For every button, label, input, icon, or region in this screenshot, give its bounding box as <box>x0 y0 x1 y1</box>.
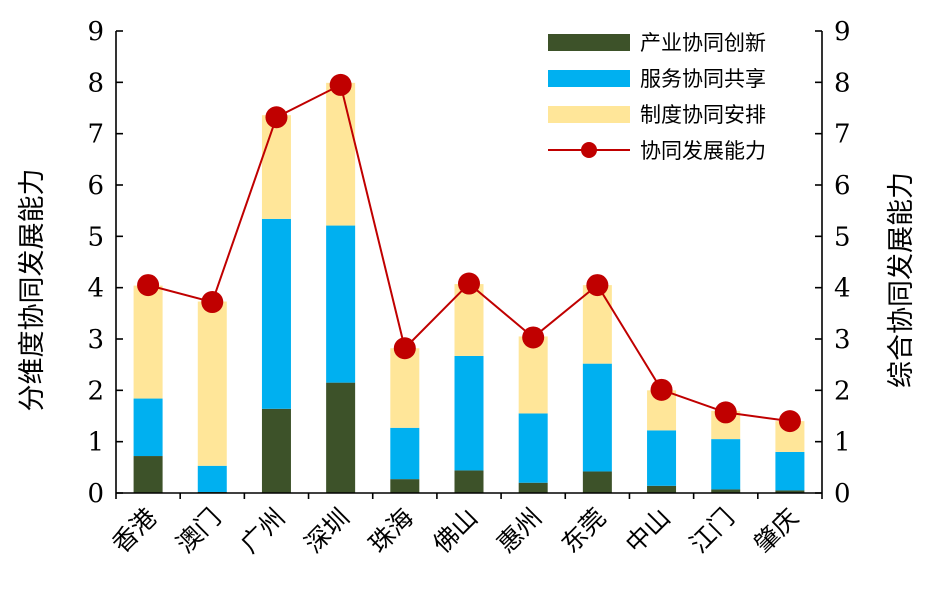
axes-layer <box>115 30 823 499</box>
x-tick-label-1: 香港 <box>106 503 162 559</box>
line-point-2 <box>201 291 224 314</box>
bar-1-11 <box>775 490 805 493</box>
y2-tick-label: 9 <box>834 17 851 47</box>
bar-2-11 <box>775 451 805 491</box>
line-point-10 <box>714 401 737 424</box>
y-tick-label: 6 <box>87 171 104 201</box>
line-point-7 <box>522 326 545 349</box>
bar-3-8 <box>582 285 612 364</box>
y-tick-label: 9 <box>87 17 104 47</box>
bar-2-4 <box>326 225 356 383</box>
y-tick-label: 2 <box>87 376 104 406</box>
x-tick-label-6: 佛山 <box>427 503 483 559</box>
bar-1-9 <box>647 485 677 493</box>
line-point-9 <box>650 378 673 401</box>
legend-label-2: 服务协同共享 <box>640 67 766 91</box>
y-tick-label: 7 <box>87 120 104 150</box>
bar-2-10 <box>711 439 741 490</box>
x-tick-label-7: 惠州 <box>492 503 548 559</box>
bar-2-3 <box>261 218 291 409</box>
bar-2-6 <box>454 355 484 471</box>
y2-tick-label: 7 <box>834 120 851 150</box>
x-tick-label-3: 广州 <box>235 503 291 559</box>
bar-2-5 <box>390 427 420 480</box>
y2-tick-label: 5 <box>834 222 851 252</box>
bar-1-6 <box>454 470 484 493</box>
bar-3-4 <box>326 82 356 226</box>
x-tick-label-8: 东莞 <box>556 503 612 559</box>
x-tick-label-9: 中山 <box>620 503 676 559</box>
legend-swatch-3 <box>548 106 630 123</box>
y2-tick-label: 1 <box>834 428 851 458</box>
bar-3-2 <box>197 301 227 466</box>
y2-tick-label: 8 <box>834 68 851 98</box>
bar-1-4 <box>326 382 356 493</box>
bar-1-7 <box>518 482 548 493</box>
x-tick-label-10: 江门 <box>684 503 740 559</box>
y2-tick-label: 4 <box>834 274 851 304</box>
y-tick-label: 3 <box>87 325 104 355</box>
legend-label-1: 产业协同创新 <box>640 31 766 55</box>
legend-swatch-2 <box>548 70 630 87</box>
y-tick-label: 8 <box>87 68 104 98</box>
y2-axis-label: 综合协同发展能力 <box>886 172 917 388</box>
line-point-11 <box>778 410 801 433</box>
y2-tick-label: 6 <box>834 171 851 201</box>
legend-marker <box>581 142 597 158</box>
line-point-3 <box>265 106 288 129</box>
bar-1-3 <box>261 408 291 493</box>
bar-1-10 <box>711 489 741 493</box>
bar-3-6 <box>454 284 484 356</box>
bar-2-8 <box>582 363 612 472</box>
bar-3-1 <box>133 285 163 399</box>
bar-2-7 <box>518 413 548 483</box>
line-point-8 <box>586 274 609 297</box>
y-tick-label: 1 <box>87 428 104 458</box>
y-axis-label: 分维度协同发展能力 <box>17 169 48 412</box>
x-tick-label-4: 深圳 <box>299 503 355 559</box>
y2-tick-label: 0 <box>834 479 851 509</box>
legend-label-4: 协同发展能力 <box>640 139 766 163</box>
legend-swatch-1 <box>548 34 630 51</box>
y2-tick-label: 3 <box>834 325 851 355</box>
line-layer <box>137 73 801 433</box>
bar-2-1 <box>133 398 163 457</box>
y-tick-label: 0 <box>87 479 104 509</box>
bar-2-9 <box>647 430 677 486</box>
bar-2-2 <box>197 465 227 492</box>
x-tick-label-5: 珠海 <box>363 503 419 559</box>
bar-3-5 <box>390 348 420 428</box>
line-point-1 <box>137 274 160 297</box>
line-point-6 <box>458 272 480 295</box>
line-point-5 <box>393 337 416 360</box>
y-tick-label: 4 <box>87 274 104 304</box>
x-tick-label-11: 肇庆 <box>748 503 804 559</box>
line-point-4 <box>329 73 352 96</box>
bar-3-7 <box>518 336 548 414</box>
legend-label-3: 制度协同安排 <box>640 103 766 127</box>
y2-tick-label: 2 <box>834 376 851 406</box>
x-tick-label-2: 澳门 <box>171 503 227 559</box>
bar-1-5 <box>390 479 420 493</box>
bar-3-3 <box>261 115 291 219</box>
y-tick-label: 5 <box>87 222 104 252</box>
bar-1-1 <box>133 456 163 493</box>
bar-1-8 <box>582 471 612 493</box>
